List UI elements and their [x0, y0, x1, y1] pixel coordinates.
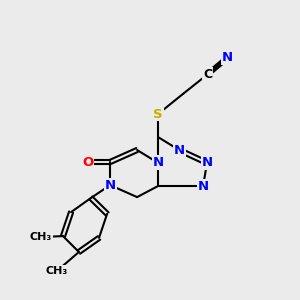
- Text: N: N: [197, 179, 209, 193]
- Text: O: O: [82, 155, 94, 169]
- Text: N: N: [201, 156, 213, 170]
- Text: C: C: [203, 68, 212, 81]
- Text: N: N: [152, 156, 164, 170]
- Text: N: N: [221, 51, 233, 64]
- Text: CH₃: CH₃: [30, 232, 52, 242]
- Text: N: N: [104, 178, 116, 192]
- Text: N: N: [173, 143, 185, 157]
- Text: CH₃: CH₃: [46, 266, 68, 276]
- Text: S: S: [153, 107, 163, 121]
